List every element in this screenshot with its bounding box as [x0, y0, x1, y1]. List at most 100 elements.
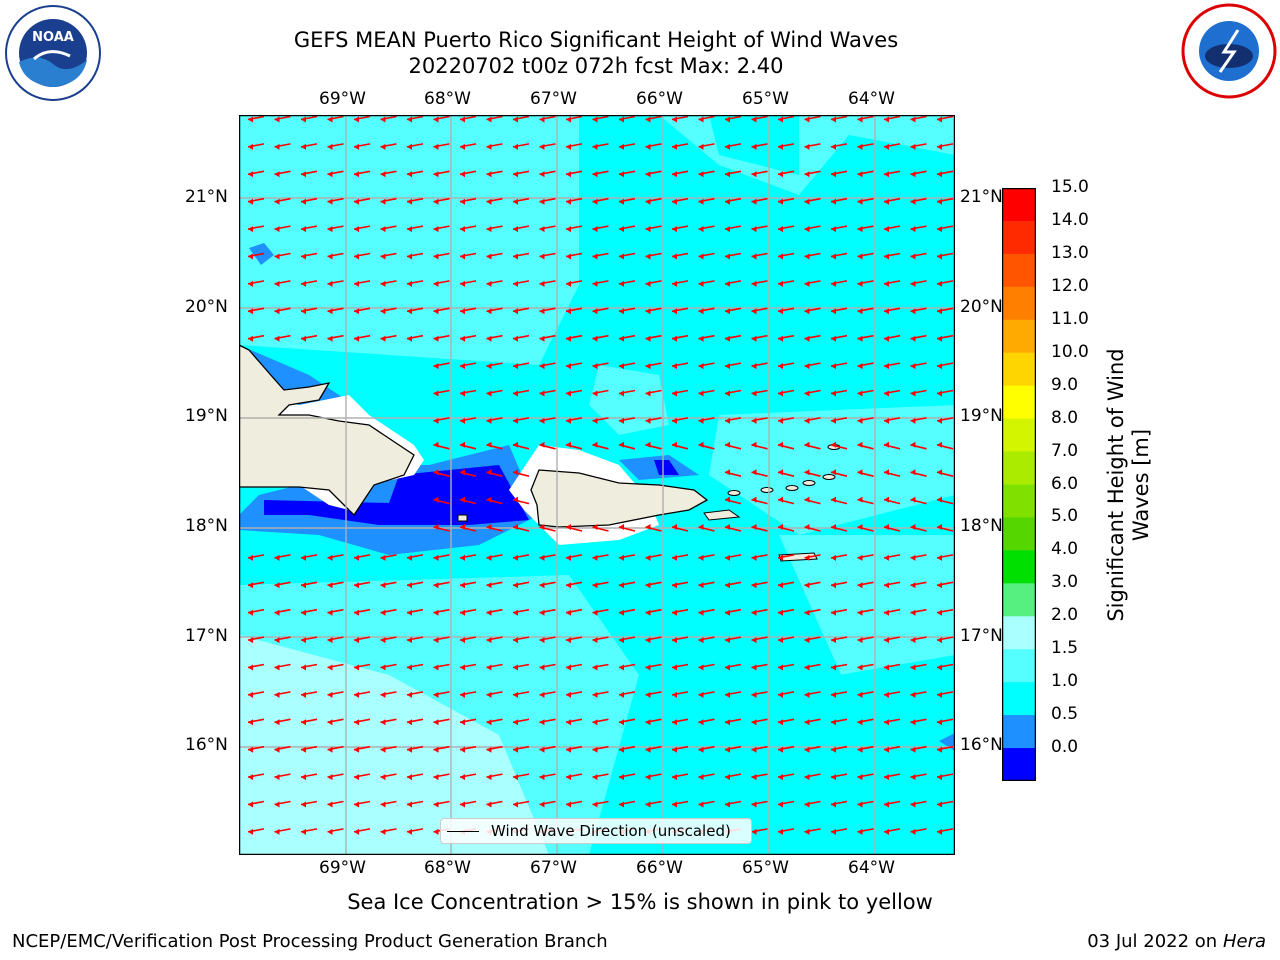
lon-label-top-68w: 68°W	[424, 89, 471, 109]
colorbar-tick-label: 6.0	[1051, 473, 1079, 494]
wave-arrowhead-577	[751, 746, 757, 753]
colorbar-label: Significant Height of Wind Waves [m]	[1104, 348, 1153, 622]
wave-arrowhead-286	[513, 417, 518, 424]
wave-arrowhead-209	[778, 308, 783, 315]
wave-arrowhead-143	[460, 253, 465, 260]
wave-arrowhead-160	[910, 253, 916, 260]
wave-arrowhead-0	[248, 116, 253, 123]
wave-arrowhead-58	[354, 171, 359, 178]
colorbar-segment-11	[1002, 550, 1036, 584]
wave-arrowhead-510	[407, 691, 412, 698]
wave-arrowhead-148	[592, 253, 598, 260]
wave-arrowhead-507	[327, 691, 333, 698]
wave-arrowhead-331	[831, 469, 836, 476]
chart-title-line1: GEFS MEAN Puerto Rico Significant Height…	[293, 28, 899, 52]
wave-arrowhead-156	[804, 253, 810, 260]
wave-arrowhead-601	[672, 774, 677, 781]
wave-arrowhead-457	[433, 637, 439, 644]
wave-arrowhead-178	[672, 280, 677, 287]
wave-arrowhead-450	[248, 637, 253, 644]
wave-arrowhead-593	[460, 774, 465, 781]
wave-arrowhead-447	[884, 609, 889, 616]
wave-arrowhead-134	[937, 226, 942, 233]
wave-arrowhead-435	[566, 609, 571, 616]
wave-arrowhead-372	[327, 554, 333, 561]
wave-arrowhead-235	[751, 335, 757, 342]
wave-arrowhead-663	[884, 828, 889, 835]
wave-arrowhead-89	[460, 198, 465, 205]
wave-arrowhead-395	[937, 554, 942, 561]
wave-arrowhead-629	[698, 801, 704, 808]
wave-arrowhead-608	[857, 774, 863, 781]
wave-arrowhead-362	[778, 524, 783, 530]
wave-arrowhead-444	[804, 609, 810, 616]
wave-arrowhead-646	[433, 828, 439, 835]
wave-arrowhead-192	[327, 308, 333, 315]
wave-arrowhead-413	[698, 582, 704, 589]
wave-arrowhead-194	[380, 308, 386, 315]
wave-arrowhead-488	[539, 664, 545, 671]
wave-arrowhead-84	[327, 198, 333, 205]
wave-arrowhead-225	[486, 335, 492, 342]
wave-arrowhead-325	[486, 469, 492, 476]
wave-arrowhead-511	[433, 691, 439, 698]
wave-arrowhead-242	[937, 335, 942, 342]
wave-arrowhead-204	[645, 308, 651, 315]
wave-arrowhead-268	[566, 390, 571, 397]
wave-arrowhead-245	[486, 363, 492, 370]
wave-arrowhead-42	[645, 143, 651, 150]
wave-arrowhead-2	[301, 116, 306, 123]
wave-arrowhead-158	[857, 253, 863, 260]
wave-arrowhead-400	[354, 582, 359, 589]
wave-arrowhead-612	[248, 801, 253, 808]
wave-arrowhead-172	[513, 280, 518, 287]
wave-arrowhead-226	[513, 335, 518, 342]
wave-arrowhead-356	[619, 524, 624, 530]
wave-arrowhead-538	[433, 719, 439, 726]
wave-arrowhead-451	[274, 637, 280, 644]
wave-arrowhead-315	[751, 441, 757, 448]
wave-arrowhead-297	[804, 417, 810, 424]
wave-arrowhead-37	[513, 143, 518, 150]
wave-arrowhead-299	[857, 417, 863, 424]
wave-arrowhead-313	[698, 441, 704, 448]
wave-arrowhead-598	[592, 774, 598, 781]
colorbar-segment-1	[1002, 220, 1036, 255]
wave-arrowhead-517	[592, 691, 598, 698]
wave-arrowhead-590	[380, 774, 386, 781]
wave-arrowhead-329	[778, 469, 783, 476]
wave-arrowhead-293	[698, 417, 704, 424]
wave-arrowhead-635	[857, 801, 863, 808]
wave-arrowhead-533	[301, 719, 306, 726]
wave-arrowhead-122	[619, 226, 624, 233]
colorbar-segment-14	[1002, 649, 1036, 683]
wave-arrowhead-421	[910, 582, 916, 589]
wave-arrowhead-588	[327, 774, 333, 781]
virgin-island-1	[760, 487, 774, 493]
wave-arrowhead-525	[804, 691, 810, 698]
wave-arrowhead-317	[804, 441, 810, 448]
wave-arrowhead-74	[778, 171, 783, 178]
wave-arrowhead-102	[804, 198, 810, 205]
wave-arrowhead-92	[539, 198, 545, 205]
wave-arrowhead-97	[672, 198, 677, 205]
wave-arrowhead-332	[857, 469, 863, 476]
wave-arrowhead-658	[751, 828, 757, 835]
wave-arrowhead-339	[513, 496, 518, 503]
wave-arrowhead-463	[592, 637, 598, 644]
wave-arrowhead-618	[407, 801, 412, 808]
wave-arrowhead-437	[619, 609, 624, 616]
lon-label-top-67w: 67°W	[530, 89, 577, 109]
wave-arrowhead-25	[910, 116, 916, 123]
wave-arrowhead-334	[910, 469, 916, 476]
wave-arrowhead-36	[486, 143, 492, 150]
wave-arrowhead-534	[327, 719, 333, 726]
wave-arrowhead-433	[513, 609, 518, 616]
wave-arrowhead-330	[804, 469, 810, 476]
wave-arrowhead-424	[274, 609, 280, 616]
wave-arrowhead-519	[645, 691, 651, 698]
wave-arrowhead-115	[433, 226, 439, 233]
wave-arrowhead-611	[937, 774, 942, 781]
wave-arrowhead-124	[672, 226, 677, 233]
wave-arrowhead-207	[725, 308, 730, 315]
